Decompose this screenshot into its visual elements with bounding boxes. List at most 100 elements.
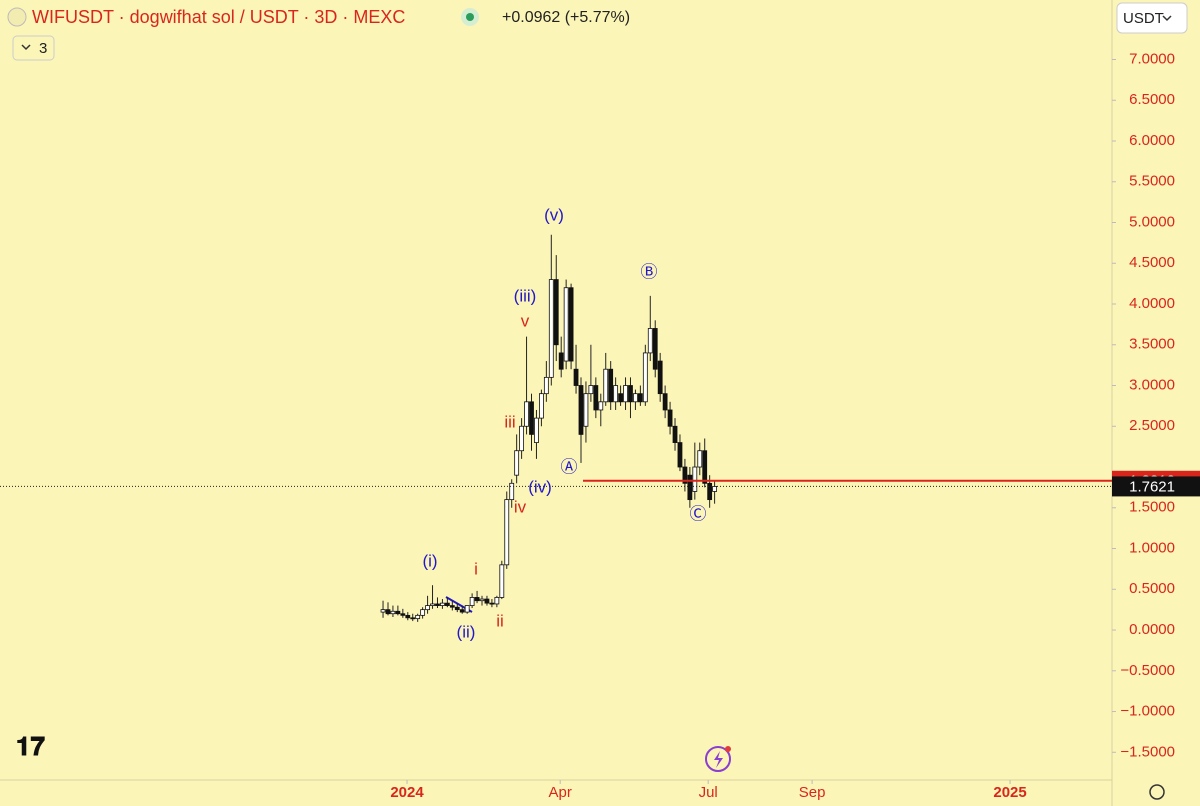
candle-body	[519, 425, 525, 452]
candle-body	[652, 328, 658, 370]
y-tick-label: 6.5000	[1129, 91, 1175, 108]
candle-body	[588, 385, 594, 395]
indicator-count[interactable]: 3	[39, 40, 47, 57]
candle-body	[578, 385, 584, 435]
wave-label: iv	[514, 497, 527, 516]
candle-body	[657, 360, 663, 395]
lightning-button[interactable]	[705, 746, 731, 772]
x-tick-label: 2025	[993, 784, 1026, 801]
wave-label: (iv)	[528, 477, 552, 496]
candle-body	[623, 385, 628, 403]
candle-body	[667, 409, 673, 427]
candle-body	[479, 598, 485, 602]
y-tick-label: −1.0000	[1120, 703, 1175, 720]
last-price-box	[1112, 476, 1200, 497]
candle-body	[633, 393, 638, 403]
candle-body	[628, 385, 633, 403]
candle-body	[573, 368, 579, 386]
candle-body	[662, 393, 668, 411]
candle-body	[440, 602, 445, 606]
x-tick-label: Sep	[799, 784, 826, 801]
chevron	[1162, 15, 1172, 22]
wave-label: ii	[496, 611, 504, 630]
x-tick-label: Jul	[699, 784, 718, 801]
settings-button[interactable]	[1149, 784, 1165, 800]
candle-body	[415, 614, 421, 620]
wave-label: v	[521, 311, 530, 330]
candle-body	[449, 605, 455, 608]
y-tick-label: 5.5000	[1129, 173, 1175, 190]
candle-body	[494, 597, 500, 605]
y-tick-label: 3.5000	[1129, 336, 1175, 353]
candle-body	[598, 401, 604, 411]
candle-body	[400, 613, 406, 616]
y-tick-label: 7.0000	[1129, 50, 1175, 67]
candle-body	[410, 617, 416, 620]
candle-body	[558, 352, 564, 370]
candle-body	[499, 564, 505, 598]
wave-label: (ii)	[457, 622, 476, 641]
candle-body	[430, 603, 435, 606]
y-tick-label: 5.0000	[1129, 213, 1175, 230]
candle-body	[539, 393, 544, 419]
candle-body	[563, 287, 569, 362]
symbol-title: WIFUSDT · dogwifhat sol / USDT · 3D · ME…	[32, 7, 405, 27]
y-tick-label: −1.5000	[1120, 743, 1175, 760]
candle-body	[672, 425, 678, 443]
candle-body	[509, 482, 515, 501]
candle-body	[444, 602, 450, 606]
candle-body	[469, 597, 475, 606]
candle-body	[707, 482, 713, 501]
wave-label: (v)	[544, 205, 564, 224]
candle-body	[390, 610, 396, 615]
candle-body	[385, 609, 391, 615]
candle-body	[435, 603, 440, 606]
x-tick-label: Apr	[549, 784, 572, 801]
wave-label: i	[474, 559, 478, 578]
candle-body	[613, 385, 619, 403]
candle-body	[618, 393, 623, 403]
currency-label[interactable]: USDT	[1123, 10, 1164, 27]
candle-body	[459, 609, 465, 613]
candle-body	[405, 614, 411, 619]
y-tick-label: 2.5000	[1129, 417, 1175, 434]
candle-body	[677, 442, 683, 468]
wave-label: Ⓑ	[641, 262, 658, 281]
candle-body	[682, 466, 688, 484]
candle-body	[484, 598, 490, 604]
candle-body	[454, 606, 460, 611]
wave-label: Ⓒ	[690, 504, 707, 523]
candle-body	[504, 499, 510, 566]
lightning-icon	[714, 751, 723, 768]
candle-body	[464, 605, 470, 613]
indicator-toggle[interactable]	[12, 35, 55, 61]
y-tick-label: 0.5000	[1129, 580, 1175, 597]
currency-select[interactable]	[1116, 2, 1188, 34]
y-tick-label: 6.0000	[1129, 132, 1175, 149]
candle-body	[420, 609, 426, 616]
candle-body	[687, 474, 693, 501]
candle-body	[608, 368, 614, 403]
candle-body	[489, 602, 495, 605]
candle-body	[534, 417, 539, 443]
candle-body	[514, 450, 520, 476]
candle-body	[593, 385, 599, 411]
wave-label: (i)	[422, 551, 437, 570]
symbol-icon	[7, 7, 27, 27]
candle-body	[583, 393, 589, 427]
candle-body	[553, 279, 559, 346]
candle-body	[524, 401, 529, 427]
candle-body	[603, 368, 609, 403]
candle-body	[568, 287, 574, 362]
candle-body	[637, 393, 643, 403]
y-tick-label: 0.0000	[1129, 621, 1175, 638]
candle-body	[692, 466, 698, 492]
wave-label: (iii)	[514, 286, 537, 305]
candle-body	[647, 328, 653, 354]
notify-dot	[725, 746, 731, 752]
wave-label: iii	[504, 412, 515, 431]
candle-body	[395, 610, 401, 615]
last-price-label: 1.7621	[1129, 478, 1175, 495]
